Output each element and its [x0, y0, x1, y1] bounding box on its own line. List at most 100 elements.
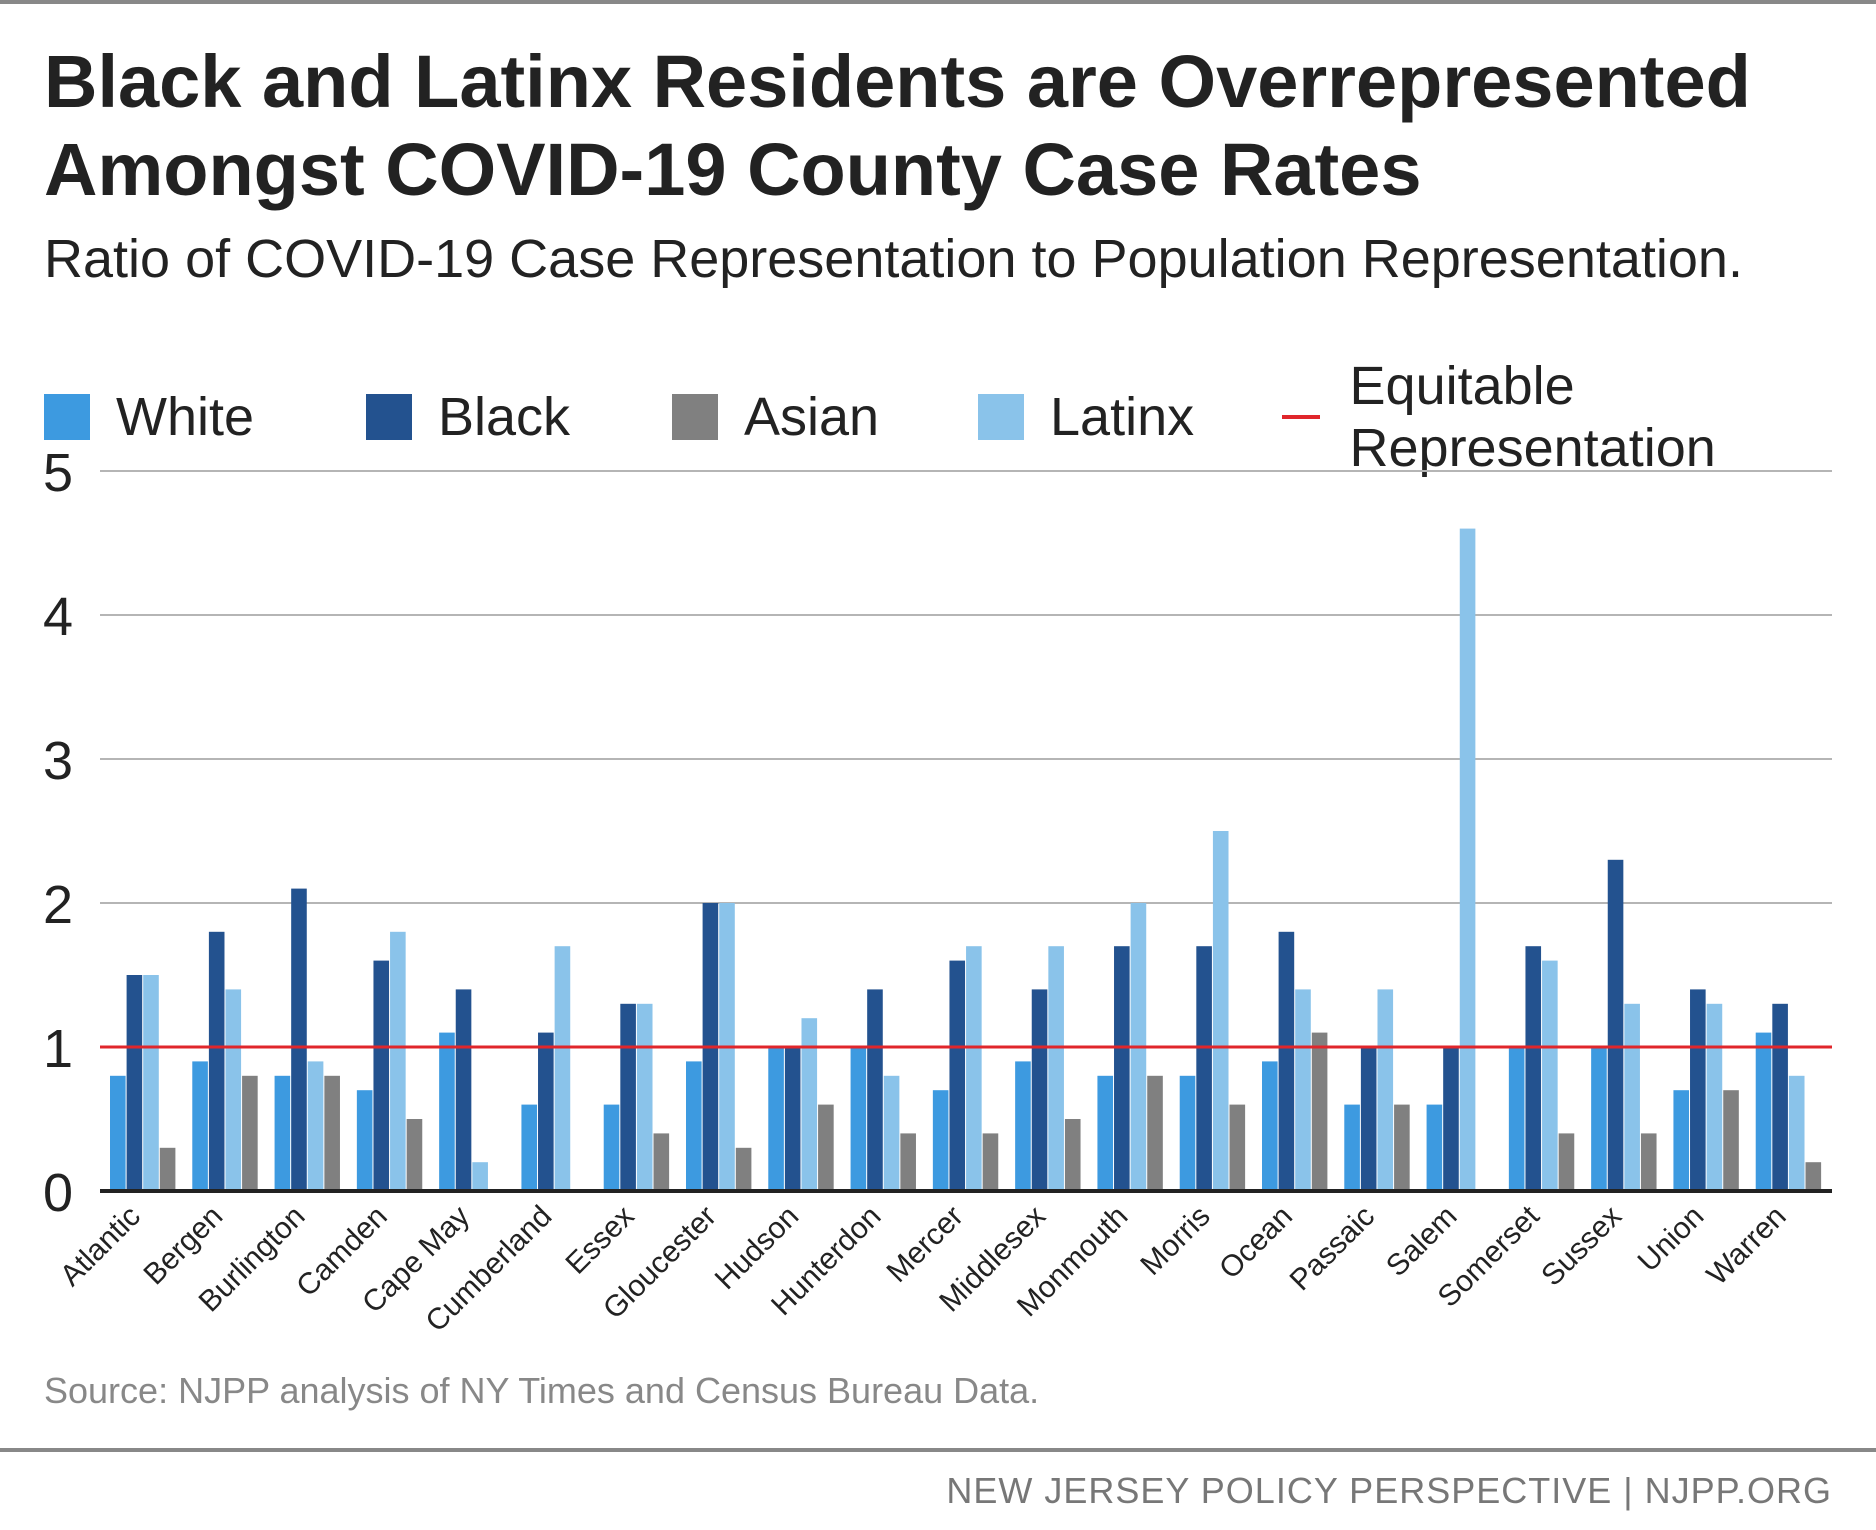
legend-swatch-equitable: [1282, 415, 1320, 419]
bar-latinx: [143, 975, 159, 1191]
bar-asian: [406, 1119, 423, 1191]
legend-label-equitable: Equitable Representation: [1349, 356, 1716, 478]
bar-black: [620, 1003, 636, 1191]
bar-latinx: [883, 1075, 900, 1191]
legend-swatch-black: [366, 394, 412, 440]
bar-white: [1344, 1104, 1360, 1191]
x-tick-label: Morris: [1134, 1200, 1216, 1282]
x-tick-label: Essex: [560, 1200, 641, 1281]
bar-asian: [818, 1104, 834, 1191]
bar-white: [1508, 1047, 1525, 1191]
bar-black: [1690, 989, 1706, 1191]
legend-item-asian: Asian: [672, 382, 879, 452]
bar-asian: [1640, 1133, 1657, 1191]
bar-latinx: [307, 1061, 324, 1191]
bar-black: [949, 960, 966, 1191]
bar-asian: [1229, 1104, 1246, 1191]
source-note: Source: NJPP analysis of NY Times and Ce…: [44, 1370, 1040, 1411]
bar-white: [1591, 1047, 1607, 1191]
bar-black: [784, 1047, 801, 1191]
bar-black: [1031, 989, 1048, 1191]
bar-black: [208, 931, 225, 1191]
y-tick-label: 2: [43, 875, 73, 935]
bar-latinx: [554, 946, 571, 1191]
bar-latinx: [1212, 831, 1229, 1191]
x-tick-label: Passaic: [1284, 1200, 1382, 1298]
legend-swatch-white: [44, 394, 90, 440]
bar-white: [110, 1075, 126, 1191]
bar-black: [126, 975, 143, 1191]
bar-latinx: [1706, 1003, 1723, 1191]
bar-latinx: [1295, 989, 1311, 1191]
bar-white: [1262, 1061, 1278, 1191]
chart-title: Black and Latinx Residents are Overrepre…: [44, 40, 1751, 211]
bar-latinx: [1459, 528, 1476, 1191]
bar-asian: [735, 1147, 752, 1191]
legend-swatch-asian: [672, 394, 718, 440]
bar-white: [603, 1104, 620, 1191]
bar-asian: [1064, 1119, 1081, 1191]
legend: White Black Asian Latinx Equitable Repre…: [44, 356, 1844, 478]
bar-black: [1278, 931, 1295, 1191]
legend-item-black: Black: [366, 382, 570, 452]
bar-latinx: [801, 1018, 818, 1191]
bar-asian: [982, 1133, 999, 1191]
top-rule: [0, 0, 1876, 4]
bar-black: [867, 989, 883, 1191]
chart-subtitle: Ratio of COVID-19 Case Representation to…: [44, 229, 1743, 289]
bar-asian: [1394, 1104, 1410, 1191]
bar-black: [1607, 859, 1624, 1191]
y-tick-label: 4: [43, 587, 73, 647]
bar-black: [1443, 1047, 1459, 1191]
y-tick-label: 1: [43, 1019, 73, 1079]
legend-swatch-latinx: [978, 394, 1024, 440]
x-tick-label: Union: [1632, 1200, 1711, 1279]
bottom-rule: [0, 1448, 1876, 1452]
legend-item-white: White: [44, 382, 254, 452]
bar-latinx: [390, 931, 406, 1191]
bar-asian: [324, 1075, 340, 1191]
bar-white: [932, 1090, 949, 1191]
bar-asian: [900, 1133, 916, 1191]
y-tick-label: 3: [43, 731, 73, 791]
bar-latinx: [636, 1003, 653, 1191]
bar-asian: [1311, 1032, 1328, 1191]
legend-item-latinx: Latinx: [978, 382, 1194, 452]
bar-black: [1196, 946, 1212, 1191]
bar-black: [1772, 1003, 1788, 1191]
bar-white: [521, 1104, 538, 1191]
bar-black: [538, 1032, 554, 1191]
bar-latinx: [1788, 1075, 1805, 1191]
bar-white: [1097, 1075, 1114, 1191]
legend-item-equitable: Equitable Representation: [1282, 356, 1844, 478]
bar-white: [686, 1061, 702, 1191]
bar-black: [291, 888, 307, 1191]
bar-latinx: [1048, 946, 1064, 1191]
bar-white: [1755, 1032, 1772, 1191]
bar-latinx: [472, 1162, 488, 1191]
x-tick-label: Sussex: [1535, 1200, 1628, 1293]
bar-asian: [1558, 1133, 1575, 1191]
bar-asian: [1147, 1075, 1163, 1191]
bar-latinx: [966, 946, 982, 1191]
bar-white: [1179, 1075, 1196, 1191]
bar-latinx: [1377, 989, 1394, 1191]
bar-latinx: [1624, 1003, 1640, 1191]
bar-black: [1114, 946, 1130, 1191]
bar-asian: [242, 1075, 258, 1191]
bar-white: [192, 1061, 208, 1191]
bar-asian: [1723, 1090, 1739, 1191]
bar-white: [768, 1047, 784, 1191]
bar-white: [1426, 1104, 1443, 1191]
bar-white: [356, 1090, 373, 1191]
legend-label-latinx: Latinx: [1050, 387, 1195, 447]
bar-white: [439, 1032, 455, 1191]
legend-label-white: White: [116, 387, 255, 447]
footer-credit: NEW JERSEY POLICY PERSPECTIVE | NJPP.ORG: [946, 1470, 1832, 1511]
legend-label-black: Black: [438, 387, 571, 447]
y-tick-label: 0: [43, 1163, 73, 1223]
bar-black: [1360, 1047, 1377, 1191]
bar-white: [1015, 1061, 1031, 1191]
legend-label-asian: Asian: [744, 387, 880, 447]
